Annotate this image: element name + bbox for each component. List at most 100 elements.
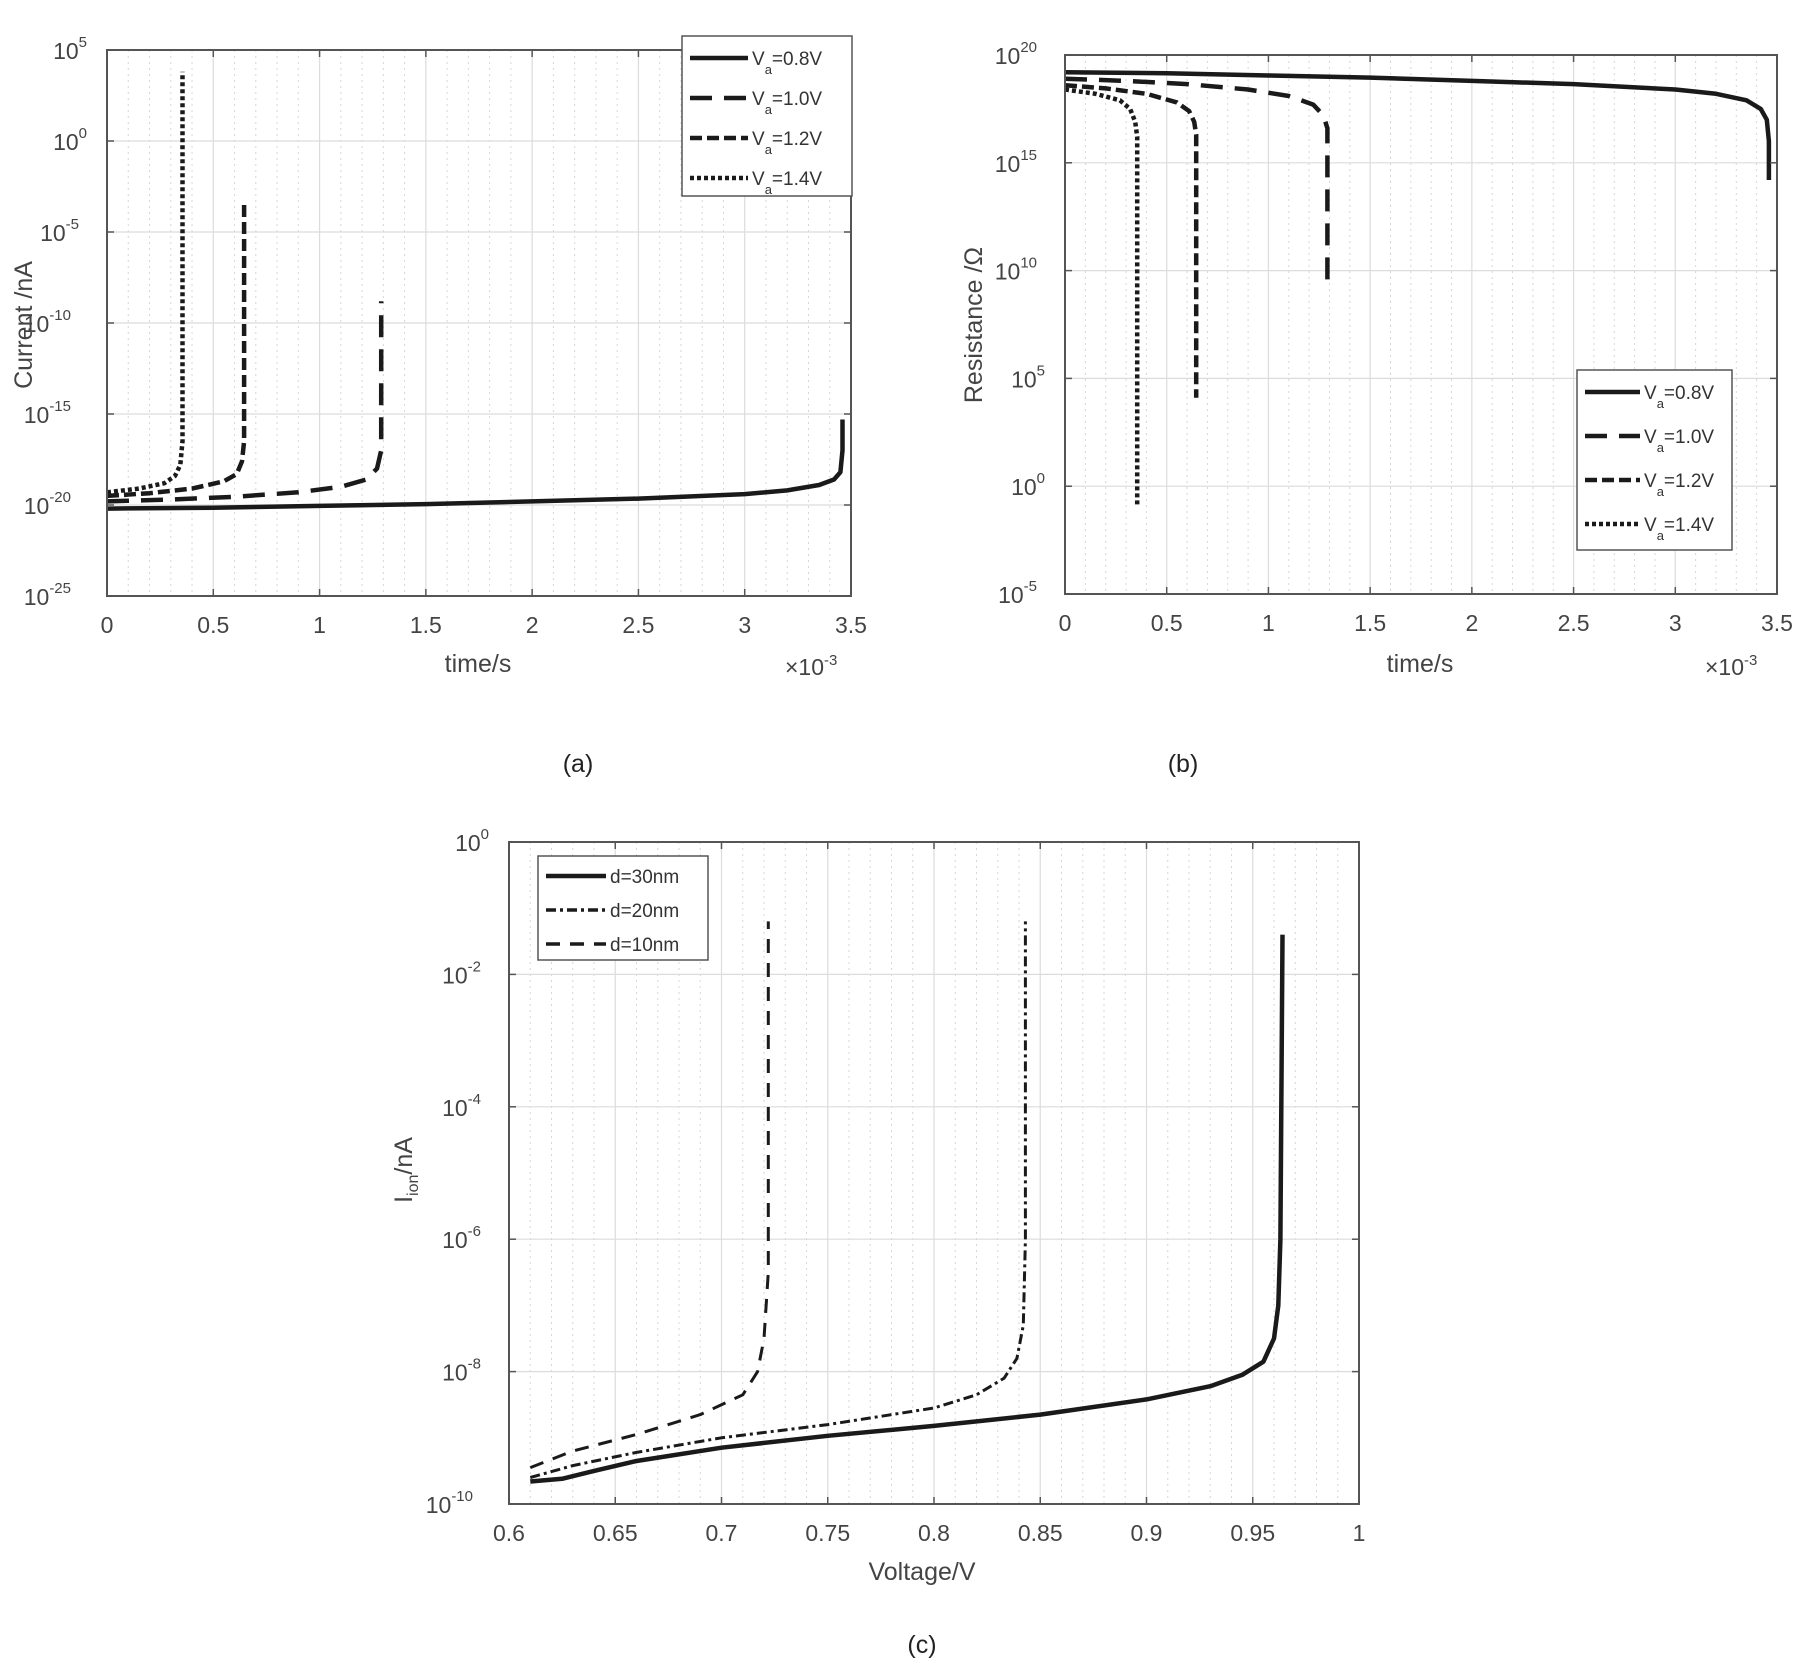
tick-labels-a: 0 0.5 1 1.5 2 2.5 3 3.5 105 100 10-5 10-10 10-15 10-2… bbox=[24, 34, 867, 638]
tick-labels-c: 0.6 0.65 0.7 0.75 0.8 0.85 0.9 0.95 1 100 10-2 10-4… bbox=[426, 826, 1366, 1546]
series-line-d-10nm bbox=[529, 921, 770, 1469]
svg-text:Va=0.8V: Va=0.8V bbox=[752, 49, 822, 77]
caption-a: (a) bbox=[563, 750, 594, 778]
svg-text:100: 100 bbox=[53, 125, 87, 155]
svg-text:3.5: 3.5 bbox=[835, 612, 867, 638]
axes-frame-b bbox=[1064, 54, 1778, 595]
svg-text:2: 2 bbox=[526, 612, 539, 638]
legend-b: Va=0.8V Va=1.0V Va=1.2V Va=1.4V bbox=[1576, 369, 1733, 551]
svg-text:0.65: 0.65 bbox=[593, 1520, 638, 1546]
legend-item: Va=0.8V bbox=[1585, 383, 1714, 411]
series-group-b bbox=[1064, 69, 1772, 506]
x-multiplier-b: ×10-3 bbox=[1705, 652, 1757, 680]
svg-text:3: 3 bbox=[738, 612, 751, 638]
svg-text:1.5: 1.5 bbox=[410, 612, 442, 638]
x-axis-label-b: time/s bbox=[1387, 650, 1454, 678]
series-line-va-0-8v bbox=[106, 419, 845, 511]
svg-text:Va=1.4V: Va=1.4V bbox=[1644, 515, 1714, 543]
svg-text:Va=1.0V: Va=1.0V bbox=[1644, 427, 1714, 455]
svg-text:105: 105 bbox=[53, 34, 87, 64]
svg-text:3: 3 bbox=[1669, 610, 1682, 636]
svg-text:0.7: 0.7 bbox=[706, 1520, 738, 1546]
svg-text:10-2: 10-2 bbox=[442, 958, 481, 988]
grid-b bbox=[1065, 55, 1777, 594]
svg-text:d=10nm: d=10nm bbox=[610, 935, 679, 956]
chart-panel-c: 0.6 0.65 0.7 0.75 0.8 0.85 0.9 0.95 1 100 10-2 10-4… bbox=[390, 826, 1365, 1659]
svg-text:0.9: 0.9 bbox=[1131, 1520, 1163, 1546]
svg-text:10-10: 10-10 bbox=[426, 1488, 473, 1518]
svg-text:10-4: 10-4 bbox=[442, 1091, 481, 1121]
x-axis-label-c: Voltage/V bbox=[868, 1558, 975, 1586]
grid-c bbox=[509, 842, 1359, 1504]
svg-text:0.85: 0.85 bbox=[1018, 1520, 1063, 1546]
series-group-c bbox=[529, 921, 1285, 1484]
svg-text:Va=1.2V: Va=1.2V bbox=[1644, 471, 1714, 499]
svg-text:10-15: 10-15 bbox=[24, 398, 71, 428]
series-line-va-1-4v bbox=[106, 71, 185, 495]
svg-text:Va=0.8V: Va=0.8V bbox=[1644, 383, 1714, 411]
svg-text:d=20nm: d=20nm bbox=[610, 901, 679, 922]
legend-item: d=30nm bbox=[546, 867, 679, 888]
svg-text:105: 105 bbox=[1011, 362, 1045, 392]
x-axis-label-a: time/s bbox=[445, 650, 512, 678]
legend-item: Va=1.4V bbox=[1585, 515, 1714, 543]
series-line-va-0-8v bbox=[1064, 69, 1772, 180]
svg-text:0.75: 0.75 bbox=[805, 1520, 850, 1546]
svg-text:100: 100 bbox=[455, 826, 489, 856]
svg-text:Va=1.4V: Va=1.4V bbox=[752, 169, 822, 197]
series-line-va-1-2v bbox=[106, 202, 247, 499]
svg-text:10-8: 10-8 bbox=[442, 1356, 481, 1386]
legend-item: Va=1.4V bbox=[690, 169, 822, 197]
svg-text:10-5: 10-5 bbox=[998, 578, 1037, 608]
svg-text:100: 100 bbox=[1011, 470, 1045, 500]
svg-text:0.8: 0.8 bbox=[918, 1520, 950, 1546]
y-axis-label-a: Current /nA bbox=[10, 261, 38, 389]
y-axis-label-c: Iion/nA bbox=[390, 1137, 422, 1203]
legend-item: Va=1.0V bbox=[1585, 427, 1714, 455]
series-line-d-30nm bbox=[530, 934, 1285, 1484]
legend-item: Va=1.2V bbox=[1585, 471, 1714, 499]
series-line-d-20nm bbox=[529, 921, 1027, 1479]
tick-labels-b: 0 0.5 1 1.5 2 2.5 3 3.5 1020 1015 1010 105 100 10-5 bbox=[995, 39, 1793, 636]
series-line-va-1-0v bbox=[1064, 76, 1330, 288]
svg-text:0.95: 0.95 bbox=[1230, 1520, 1275, 1546]
svg-text:10-5: 10-5 bbox=[40, 216, 79, 246]
svg-text:10-6: 10-6 bbox=[442, 1223, 481, 1253]
legend-item: d=20nm bbox=[546, 901, 679, 922]
svg-text:0: 0 bbox=[101, 612, 114, 638]
svg-text:1: 1 bbox=[1353, 1520, 1366, 1546]
svg-text:d=30nm: d=30nm bbox=[610, 867, 679, 888]
svg-text:1: 1 bbox=[1262, 610, 1275, 636]
svg-text:0.5: 0.5 bbox=[197, 612, 229, 638]
series-line-va-1-0v bbox=[106, 301, 384, 504]
caption-c: (c) bbox=[907, 1631, 936, 1659]
svg-text:3.5: 3.5 bbox=[1761, 610, 1793, 636]
chart-panel-b: 0 0.5 1 1.5 2 2.5 3 3.5 1020 1015 1010 105 100 10-5 t… bbox=[960, 39, 1793, 778]
svg-text:1: 1 bbox=[313, 612, 326, 638]
caption-b: (b) bbox=[1168, 750, 1199, 778]
series-group-a bbox=[106, 71, 845, 511]
svg-text:0: 0 bbox=[1059, 610, 1072, 636]
svg-text:Va=1.2V: Va=1.2V bbox=[752, 129, 822, 157]
series-line-va-1-2v bbox=[1064, 82, 1199, 398]
y-axis-label-b: Resistance /Ω bbox=[960, 247, 988, 403]
svg-text:1015: 1015 bbox=[995, 147, 1037, 177]
svg-text:10-10: 10-10 bbox=[24, 307, 71, 337]
svg-text:1010: 1010 bbox=[995, 255, 1037, 285]
chart-panel-a: 0 0.5 1 1.5 2 2.5 3 3.5 105 100 10-5 10-10 10-15 10-2… bbox=[10, 34, 867, 778]
svg-text:Va=1.0V: Va=1.0V bbox=[752, 89, 822, 117]
svg-text:10-25: 10-25 bbox=[24, 580, 71, 610]
svg-text:2.5: 2.5 bbox=[1558, 610, 1590, 636]
series-line-va-1-4v bbox=[1064, 87, 1140, 506]
legend-a: Va=0.8V Va=1.0V Va=1.2V Va=1.4V bbox=[681, 35, 853, 197]
legend-item: d=10nm bbox=[546, 935, 679, 956]
svg-text:2.5: 2.5 bbox=[622, 612, 654, 638]
x-multiplier-a: ×10-3 bbox=[785, 652, 837, 680]
legend-item: Va=1.2V bbox=[690, 129, 822, 157]
svg-text:1020: 1020 bbox=[995, 39, 1037, 69]
svg-text:2: 2 bbox=[1465, 610, 1478, 636]
legend-item: Va=1.0V bbox=[690, 89, 822, 117]
svg-text:1.5: 1.5 bbox=[1354, 610, 1386, 636]
legend-item: Va=0.8V bbox=[690, 49, 822, 77]
